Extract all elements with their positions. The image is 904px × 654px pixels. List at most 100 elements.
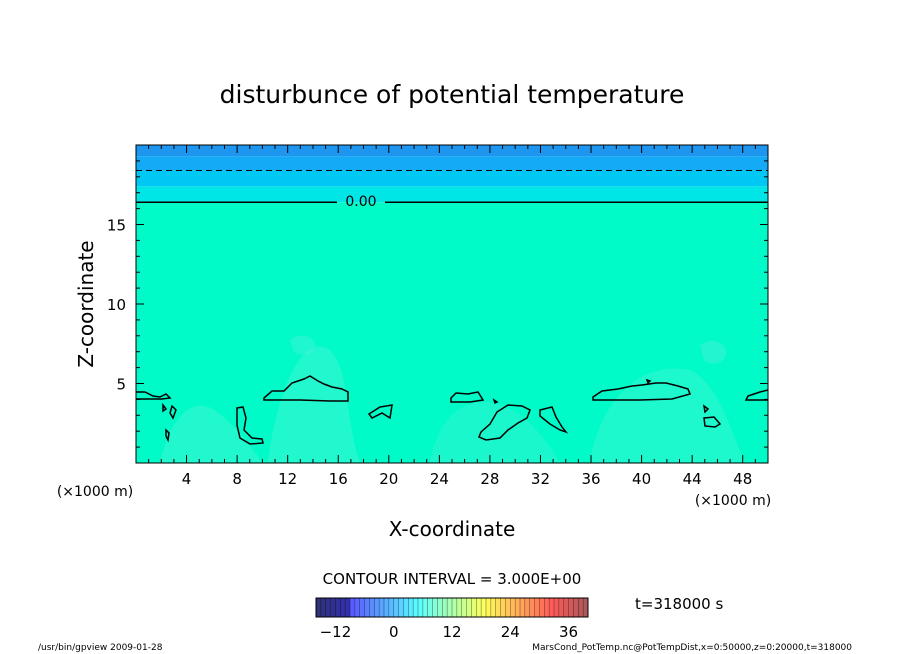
x-tick-label: 8: [232, 470, 242, 488]
colorbar-cell: [384, 598, 390, 617]
colorbar-cell: [510, 598, 516, 617]
contour-label: 0.00: [345, 194, 376, 210]
colorbar-cell: [500, 598, 506, 617]
x-tick-label: 16: [329, 470, 348, 488]
colorbar-cell: [340, 598, 346, 617]
contour-line: [450, 391, 485, 403]
color-layer: [136, 145, 768, 157]
contour-line: [539, 406, 569, 434]
x-tick-label: 40: [632, 470, 651, 488]
x-tick-label: 20: [379, 470, 398, 488]
colorbar-cell: [505, 598, 511, 617]
colorbar-cell: [388, 598, 395, 617]
colorbar-cell: [539, 598, 545, 617]
colorbar-cell: [325, 598, 331, 617]
anomaly-patches: [160, 335, 745, 462]
pale-patch: [590, 368, 745, 462]
colorbar-cell: [398, 598, 404, 617]
x-tick-label: 32: [531, 470, 550, 488]
colorbar-cell: [354, 598, 361, 617]
colorbar-cell: [558, 598, 565, 617]
colorbar-cell: [534, 598, 540, 617]
colorbar-cell: [364, 598, 370, 617]
contour-line: [703, 416, 722, 428]
colorbar-tick-label: −12: [320, 623, 352, 641]
colorbar-cell: [345, 598, 351, 617]
contour-line: [169, 404, 177, 420]
y-axis: 5 10 15: [107, 160, 768, 448]
contour-line: [702, 404, 710, 414]
colorbar-cell: [529, 598, 535, 617]
colorbar-cell: [486, 598, 492, 617]
footer-left: /usr/bin/gpview 2009-01-28: [38, 643, 163, 653]
colorbar-cell: [520, 598, 526, 617]
contour-line: [263, 375, 349, 402]
colorbar-cell: [320, 598, 327, 617]
colorbar-cell: [379, 598, 385, 617]
footer-right: MarsCond_PotTemp.nc@PotTempDist,x=0:5000…: [532, 643, 852, 653]
chart-title: disturbunce of potential temperature: [220, 80, 685, 109]
colorbar-cell: [447, 598, 453, 617]
pale-patch: [160, 405, 262, 462]
colorbar-cell: [452, 598, 458, 617]
plot-area: 0.00: [136, 145, 768, 463]
pale-patch: [700, 340, 727, 364]
colorbar-cell: [578, 598, 584, 617]
contour-line: [744, 389, 768, 401]
y-tick-label: 10: [107, 296, 126, 314]
x-tick-label: 48: [733, 470, 752, 488]
colorbar-cell: [427, 598, 433, 617]
colorbar-cell: [476, 598, 482, 617]
colorbar-cell: [466, 598, 472, 617]
colorbar-cell: [456, 598, 463, 617]
contour-line: [165, 428, 170, 443]
pale-patch: [290, 335, 316, 355]
colorbar-cell: [568, 598, 574, 617]
colorbar-cell: [369, 598, 375, 617]
colorbar-cell: [549, 598, 555, 617]
colorbar-tick-label: 24: [501, 623, 520, 641]
color-layer: [136, 170, 768, 187]
x-tick-label: 36: [581, 470, 600, 488]
pale-patch: [268, 346, 360, 462]
colorbar-ticks: −12 0 12 24 36: [320, 623, 579, 641]
colorbar-cell: [330, 598, 336, 617]
x-tick-label: 44: [683, 470, 702, 488]
pale-patch: [430, 402, 560, 462]
y-tick-label: 15: [107, 217, 126, 235]
x-axis: 4 8 12 16 20 24 28 32 36 40 44 48: [148, 145, 756, 488]
colorbar-cell: [408, 598, 414, 617]
colorbar-cell: [461, 598, 467, 617]
color-layer: [136, 156, 768, 171]
contour-line: [592, 382, 692, 401]
x-tick-label: 12: [278, 470, 297, 488]
x-unit-label-right: (×1000 m): [695, 493, 771, 509]
colorbar-cell: [563, 598, 569, 617]
colorbar-cell: [422, 598, 429, 617]
colorbar-cell: [374, 598, 380, 617]
contour-interval-text: CONTOUR INTERVAL = 3.000E+00: [323, 570, 582, 588]
colorbar-cell: [437, 598, 443, 617]
contour-line: [162, 402, 168, 413]
colorbar-cell: [471, 598, 477, 617]
colorbar-cell: [524, 598, 531, 617]
zero-contours: [136, 375, 768, 445]
colorbar-cell: [481, 598, 487, 617]
colorbar-cell: [432, 598, 438, 617]
colorbar-cell: [393, 598, 399, 617]
contour-line: [367, 404, 393, 420]
contour-line: [492, 398, 499, 405]
color-layer: [136, 186, 768, 203]
colorbar-cell: [573, 598, 579, 617]
colorbar: [315, 597, 589, 618]
colorbar-cell: [544, 598, 550, 617]
colorbar-tick-label: 0: [389, 623, 399, 641]
colorbar-cell: [335, 598, 341, 617]
colorbar-cell: [413, 598, 419, 617]
colorbar-cell: [350, 598, 356, 617]
colorbar-cell: [583, 598, 589, 617]
colorbar-cell: [418, 598, 424, 617]
x-axis-title: X-coordinate: [389, 517, 516, 541]
x-tick-label: 28: [480, 470, 499, 488]
y-axis-title: Z-coordinate: [74, 240, 98, 367]
